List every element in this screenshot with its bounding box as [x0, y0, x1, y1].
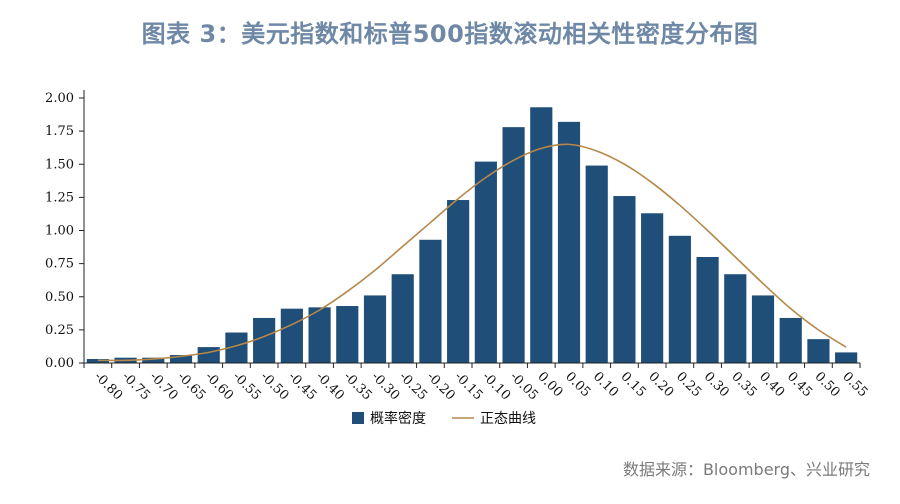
y-tick-label: 1.25: [45, 190, 74, 205]
x-tick-label: -0.35: [340, 369, 374, 403]
bar--0.35: [336, 306, 359, 363]
bar-0.55: [835, 352, 858, 363]
x-tick-label: 0.45: [784, 369, 815, 400]
bar--0.45: [280, 308, 303, 363]
y-tick-label: 1.75: [45, 124, 74, 139]
x-tick-label: -0.55: [230, 369, 264, 403]
x-tick-label: -0.05: [507, 369, 541, 403]
x-tick-label: -0.40: [313, 369, 347, 403]
bar--0.30: [363, 295, 387, 363]
bar--0.55: [225, 332, 248, 363]
y-tick-label: 0.00: [45, 356, 74, 371]
x-tick-label: -0.60: [202, 369, 236, 403]
y-tick-label: 0.25: [45, 323, 74, 338]
legend-bar-label: 概率密度: [370, 410, 426, 427]
x-tick-label: 0.10: [590, 369, 621, 400]
legend-bar-swatch: [352, 412, 364, 424]
bar-0.40: [751, 295, 775, 363]
bar-0.05: [557, 121, 581, 363]
bar--0.65: [169, 355, 193, 363]
x-tick-label: -0.45: [285, 369, 319, 403]
bar-0.45: [779, 317, 802, 363]
x-tick-label: 0.55: [839, 369, 870, 400]
y-tick-label: 2.00: [45, 91, 74, 106]
legend: 概率密度 正态曲线: [352, 410, 536, 427]
bar--0.40: [308, 307, 331, 363]
bar-0.25: [668, 235, 691, 363]
bar-0.20: [641, 213, 664, 363]
bar--0.20: [419, 239, 442, 363]
x-tick-label: -0.25: [396, 369, 430, 403]
bar-0.50: [807, 339, 830, 363]
curve-layer: [97, 143, 847, 362]
x-tick-label: -0.80: [91, 369, 125, 403]
normal-curve-line: [97, 143, 847, 362]
x-tick-label: 0.20: [645, 369, 676, 400]
bar-0.10: [585, 165, 608, 363]
bar--0.25: [391, 274, 414, 363]
bar-0.35: [724, 274, 747, 363]
x-tick-label: -0.15: [451, 369, 485, 403]
bar--0.70: [142, 357, 165, 363]
x-tick-label: -0.30: [368, 369, 402, 403]
y-tick-label: 0.50: [45, 290, 74, 305]
bar-0.00: [530, 107, 553, 364]
legend-line-label: 正态曲线: [480, 411, 536, 427]
x-tick-label: 0.35: [728, 369, 759, 400]
x-tick-label: 0.25: [673, 369, 704, 400]
x-tick-label: -0.50: [257, 369, 291, 403]
chart-title: 图表 3：美元指数和标普500指数滚动相关性密度分布图: [141, 20, 759, 48]
x-tick-label: 0.50: [812, 369, 843, 400]
bar-0.30: [696, 257, 719, 363]
bar--0.60: [197, 347, 220, 363]
x-tick-label: -0.10: [479, 369, 513, 403]
y-tick-label: 1.50: [45, 157, 74, 172]
bar--0.05: [502, 127, 525, 364]
x-tick-label: 0.00: [534, 369, 565, 400]
x-tick-label: 0.15: [618, 369, 649, 400]
x-tick-label: -0.75: [119, 369, 153, 403]
x-tick-label: -0.70: [146, 369, 180, 403]
bar--0.50: [253, 317, 276, 363]
bar-0.15: [613, 196, 636, 363]
bar--0.10: [474, 161, 497, 363]
x-tick-label: -0.20: [424, 369, 458, 403]
y-tick-label: 0.75: [45, 257, 74, 272]
x-tick-label: 0.40: [756, 369, 787, 400]
x-tick-label: 0.30: [701, 369, 732, 400]
x-tick-label: 0.05: [562, 369, 593, 400]
bar--0.15: [447, 200, 470, 363]
x-tick-label: -0.65: [174, 369, 208, 403]
bars-layer: [86, 107, 858, 364]
source-note: 数据来源：Bloomberg、兴业研究: [622, 460, 870, 479]
y-tick-label: 1.00: [45, 224, 74, 239]
